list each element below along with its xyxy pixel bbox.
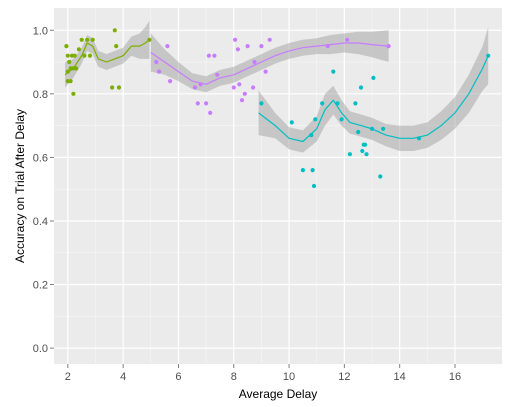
data-point [154, 59, 159, 65]
y-axis-ticks: 0.0 0.2 0.4 0.6 0.8 1.0 [33, 25, 54, 355]
data-point [386, 44, 391, 49]
data-point [90, 37, 95, 42]
data-point [289, 120, 294, 125]
data-point [347, 152, 352, 157]
data-point [486, 53, 491, 58]
data-point [233, 37, 238, 42]
data-point [309, 133, 314, 138]
data-point [67, 59, 72, 65]
data-point [65, 53, 70, 58]
data-point [263, 69, 268, 74]
data-point [82, 53, 87, 58]
data-point [72, 53, 77, 58]
data-point [267, 37, 272, 42]
data-point [237, 82, 242, 87]
x-axis-title: Average Delay [239, 387, 318, 401]
data-point [239, 98, 245, 103]
y-tick-label: 0.0 [33, 343, 48, 355]
data-point [369, 126, 375, 131]
data-point [310, 168, 315, 173]
data-point [381, 126, 386, 131]
data-point [364, 152, 369, 157]
y-axis-title: Accuracy on Trial After Delay [13, 109, 27, 263]
x-tick-label: 10 [283, 371, 295, 383]
y-tick-label: 0.2 [33, 280, 48, 292]
grid-lines [54, 8, 502, 364]
data-point [331, 69, 336, 74]
data-point [195, 101, 200, 106]
data-point [353, 101, 358, 106]
data-point [313, 117, 318, 122]
data-point [416, 136, 422, 141]
data-point [212, 53, 217, 58]
y-tick-label: 0.6 [33, 152, 48, 164]
data-point [339, 117, 344, 122]
data-point [378, 174, 383, 179]
data-point [215, 72, 220, 77]
data-point [311, 183, 317, 189]
fit-line-1 [150, 42, 389, 85]
data-point [335, 101, 340, 106]
data-point [245, 44, 250, 49]
data-point [206, 53, 211, 58]
data-point [74, 66, 79, 71]
y-tick-label: 0.8 [33, 89, 48, 101]
y-tick-label: 0.4 [33, 216, 48, 228]
data-point [65, 69, 70, 74]
x-tick-label: 16 [449, 371, 461, 383]
data-point [112, 28, 117, 33]
data-point [231, 85, 236, 90]
data-point [252, 59, 257, 65]
data-point [251, 85, 256, 90]
fit-line-0 [64, 39, 150, 76]
data-point [345, 37, 350, 42]
data-point [110, 85, 115, 90]
data-points [64, 28, 491, 189]
data-point [242, 91, 247, 96]
x-axis-ticks: 2 4 6 8 10 12 14 16 [65, 364, 461, 383]
data-point [68, 79, 73, 84]
data-point [300, 168, 305, 173]
confidence-band-0 [65, 20, 150, 88]
data-point [168, 79, 173, 84]
data-point [71, 91, 76, 96]
data-point [208, 110, 213, 115]
data-point [371, 75, 376, 80]
data-point [320, 101, 325, 106]
data-point [157, 69, 162, 74]
x-tick-label: 4 [120, 371, 126, 383]
data-point [79, 37, 84, 42]
x-tick-label: 8 [231, 371, 237, 383]
data-point [363, 142, 368, 147]
data-point [259, 101, 264, 106]
data-point [204, 101, 209, 106]
data-point [235, 47, 240, 52]
data-point [114, 44, 119, 49]
data-point [147, 37, 152, 42]
data-point [259, 44, 264, 49]
data-point [87, 53, 93, 58]
smooth-fit-lines [64, 39, 489, 143]
data-point [116, 85, 122, 90]
data-point [198, 82, 203, 87]
data-point [64, 44, 69, 49]
fit-line-2 [258, 55, 489, 143]
data-point [360, 148, 365, 154]
y-tick-label: 1.0 [33, 25, 48, 37]
x-tick-label: 6 [175, 371, 181, 383]
data-point [165, 44, 170, 49]
x-tick-label: 2 [65, 371, 71, 383]
data-point [85, 37, 90, 42]
data-point [76, 47, 81, 52]
data-point [325, 44, 330, 49]
x-tick-label: 14 [394, 371, 406, 383]
data-point [358, 85, 364, 90]
data-point [356, 129, 361, 135]
x-tick-label: 12 [338, 371, 350, 383]
data-point [192, 85, 198, 90]
